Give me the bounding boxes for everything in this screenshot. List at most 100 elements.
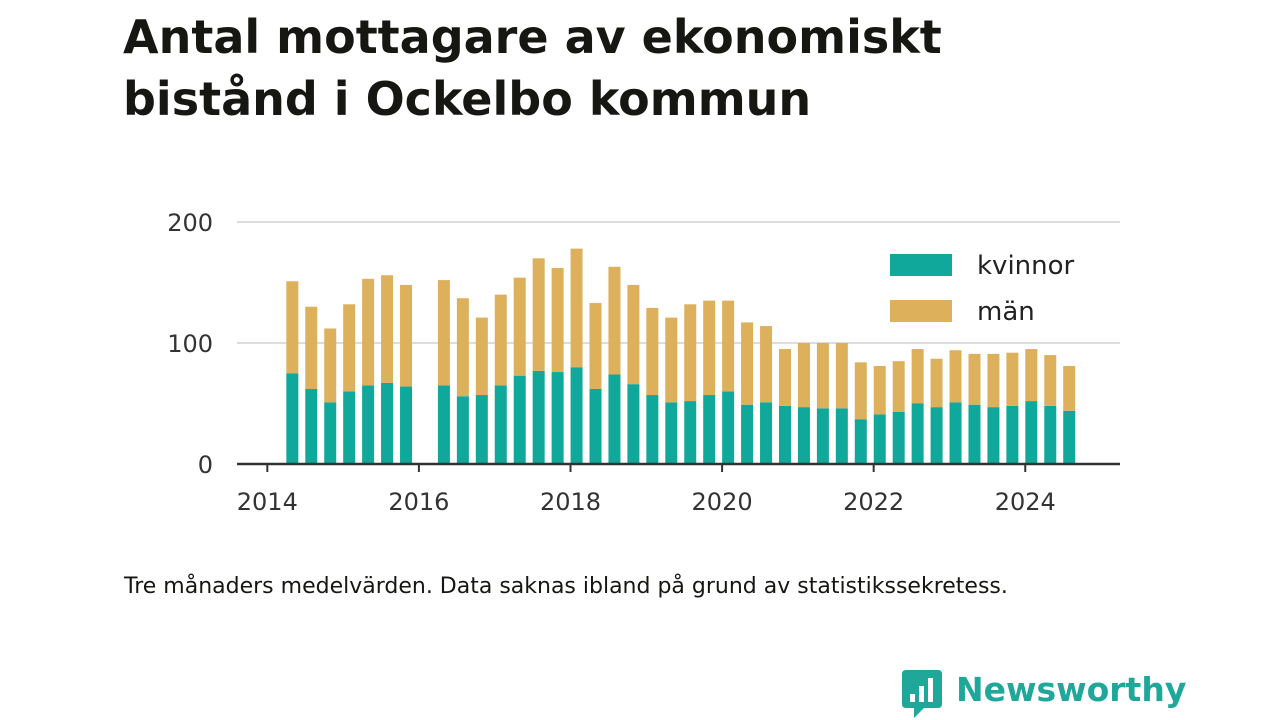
bar-kvinnor [911,403,924,464]
bar-man [381,275,394,383]
bar-man [513,277,526,376]
bar-kvinnor [494,385,507,464]
bar-kvinnor [1044,405,1057,464]
bar-man [911,349,924,404]
x-tick-label: 2020 [692,488,753,516]
bar-kvinnor [608,374,621,464]
y-tick-label: 100 [167,330,213,358]
x-tick-label: 2016 [388,488,449,516]
bar-man [1006,352,1019,406]
bar-man [835,343,848,409]
bar-man [400,284,413,387]
bar-kvinnor [816,408,829,464]
bar-man [930,358,943,408]
bar-man [1063,365,1076,411]
bar-man [949,350,962,403]
bar-series [286,248,1076,464]
bar-kvinnor [703,395,716,464]
bar-man [551,267,564,373]
bar-kvinnor [400,386,413,464]
bar-man [722,300,735,392]
bar-kvinnor [741,404,754,464]
x-tick-label: 2024 [995,488,1056,516]
bar-man [362,278,375,386]
legend-swatch-kvinnor [890,254,952,276]
bar-kvinnor [930,407,943,464]
y-tick-label: 200 [167,209,213,237]
bar-kvinnor [684,401,697,464]
bar-chart: 0 100 200 2014 2016 2018 2020 2022 2024 kvinnor … [167,209,1120,516]
bar-man [456,298,469,397]
bar-kvinnor [437,385,450,464]
bar-man [589,303,602,389]
bar-kvinnor [286,373,299,464]
bar-man [570,248,583,368]
bar-kvinnor [797,407,810,464]
bar-man [1025,349,1038,402]
bar-kvinnor [722,391,735,464]
legend: kvinnor män [890,251,1075,327]
chart-title: Antal mottagare av ekonomiskt bistånd i … [123,10,942,126]
bar-man [324,328,337,403]
bar-kvinnor [305,388,318,464]
bar-man [778,349,791,406]
bar-man [646,307,659,396]
bar-kvinnor [456,396,469,464]
bar-man [816,343,829,409]
bar-man [684,304,697,402]
bar-man [968,353,981,405]
bar-man [854,362,867,420]
bar-man [437,280,450,386]
x-tick-label: 2022 [843,488,904,516]
bar-kvinnor [665,402,678,464]
bar-kvinnor [475,395,488,464]
bar-kvinnor [760,402,773,464]
bar-man [608,266,621,375]
bar-kvinnor [362,385,375,464]
bar-kvinnor [532,370,545,464]
x-tick-label: 2018 [540,488,601,516]
axes: 0 100 200 2014 2016 2018 2020 2022 2024 [167,209,1120,516]
bar-kvinnor [1063,410,1076,464]
bar-kvinnor [381,382,394,464]
bar-kvinnor [854,419,867,464]
bar-kvinnor [835,408,848,464]
bar-kvinnor [551,372,564,464]
bar-man [305,306,318,389]
bar-man [286,281,299,374]
bar-man [703,300,716,396]
bar-man [797,343,810,408]
bar-man [760,326,773,403]
bar-man [987,353,1000,408]
bar-kvinnor [570,367,583,464]
y-tick-label: 0 [198,451,213,479]
bar-kvinnor [646,395,659,464]
bar-man [873,365,886,415]
bar-kvinnor [627,384,640,464]
bar-man [627,284,640,385]
bar-kvinnor [987,407,1000,464]
bar-kvinnor [873,414,886,464]
newsworthy-chart-bubble-icon [902,670,942,718]
bar-man [741,322,754,405]
bar-man [494,294,507,386]
legend-swatch-man [890,300,952,322]
bar-kvinnor [513,375,526,464]
bar-kvinnor [968,404,981,464]
brand-name: Newsworthy [956,670,1187,709]
bar-kvinnor [892,411,905,464]
legend-label-man: män [977,297,1035,327]
bar-kvinnor [1025,401,1038,464]
legend-label-kvinnor: kvinnor [977,251,1075,281]
bar-kvinnor [324,402,337,464]
bar-kvinnor [778,405,791,464]
bar-man [1044,355,1057,406]
bar-man [892,361,905,412]
footnote: Tre månaders medelvärden. Data saknas ib… [124,574,1008,599]
bar-man [343,304,356,392]
bar-man [475,317,488,396]
x-tick-label: 2014 [237,488,298,516]
bar-kvinnor [949,402,962,464]
bar-man [532,258,545,371]
bar-kvinnor [1006,405,1019,464]
